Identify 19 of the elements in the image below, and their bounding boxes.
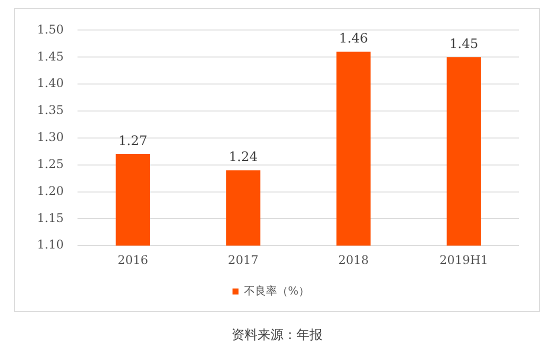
y-tick-label: 1.25 <box>37 156 64 171</box>
y-tick-label: 1.20 <box>37 184 64 198</box>
text: 资料来源：年报 <box>230 327 324 344</box>
y-tick-label: 1.30 <box>37 130 64 144</box>
y-tick-label: 1.35 <box>37 103 64 118</box>
y-tick-label: 1.10 <box>37 238 64 252</box>
x-tick-label: 2017 <box>228 252 258 267</box>
data-label: 1.24 <box>228 150 258 166</box>
y-tick-label: 1.15 <box>37 210 64 225</box>
data-label: 1.46 <box>339 32 368 47</box>
data-label: 1.45 <box>449 37 478 52</box>
x-tick-label: 2019H1 <box>440 252 488 267</box>
y-tick-label: 1.40 <box>37 76 64 90</box>
legend-label: 不良率（%） <box>244 284 310 298</box>
y-tick-label: 1.50 <box>37 22 64 36</box>
x-tick-label: 2016 <box>118 252 148 267</box>
x-tick-label: 2018 <box>338 252 369 267</box>
y-tick-label: 1.45 <box>37 49 64 64</box>
data-label: 1.27 <box>118 134 148 149</box>
